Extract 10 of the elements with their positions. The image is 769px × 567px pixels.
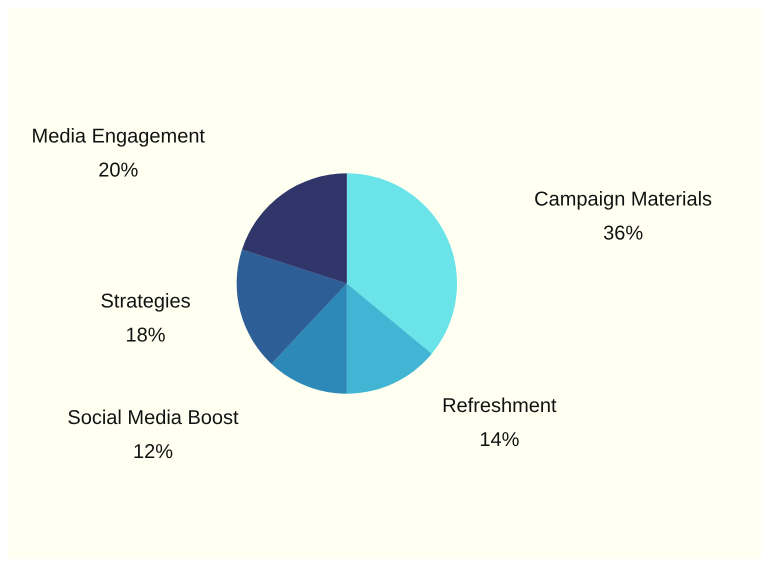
- data-label: 18%: [126, 324, 166, 347]
- slice-label: Strategies: [100, 290, 191, 313]
- slice-label: Campaign Materials: [534, 188, 712, 211]
- data-label: 20%: [98, 159, 138, 182]
- data-label: 14%: [479, 428, 520, 451]
- data-label: 36%: [603, 222, 644, 245]
- slice-label: Media Engagement: [32, 125, 206, 148]
- slice-label: Refreshment: [442, 394, 558, 417]
- slice-label: Social Media Boost: [67, 406, 240, 429]
- data-label: 12%: [132, 440, 174, 463]
